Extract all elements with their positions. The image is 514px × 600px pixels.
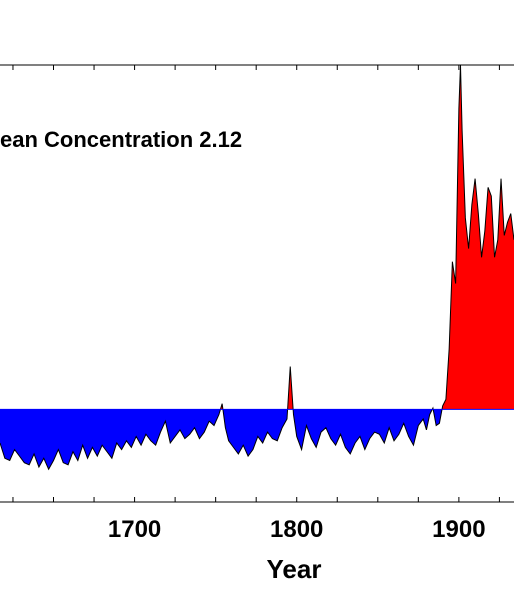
x-ticks: 1700 1800 1900 — [12, 65, 500, 543]
x-tick-label-1800: 1800 — [270, 516, 323, 543]
mean-concentration-annotation: ean Concentration 2.12 — [0, 127, 242, 152]
area-below-baseline — [0, 409, 514, 470]
x-tick-label-1900: 1900 — [432, 516, 485, 543]
area-above-baseline — [220, 65, 514, 410]
plot-area — [0, 64, 514, 471]
x-tick-label-1700: 1700 — [108, 516, 161, 543]
plot-frame — [0, 64, 514, 503]
x-axis-title: Year — [267, 554, 322, 584]
data-line — [0, 64, 514, 471]
